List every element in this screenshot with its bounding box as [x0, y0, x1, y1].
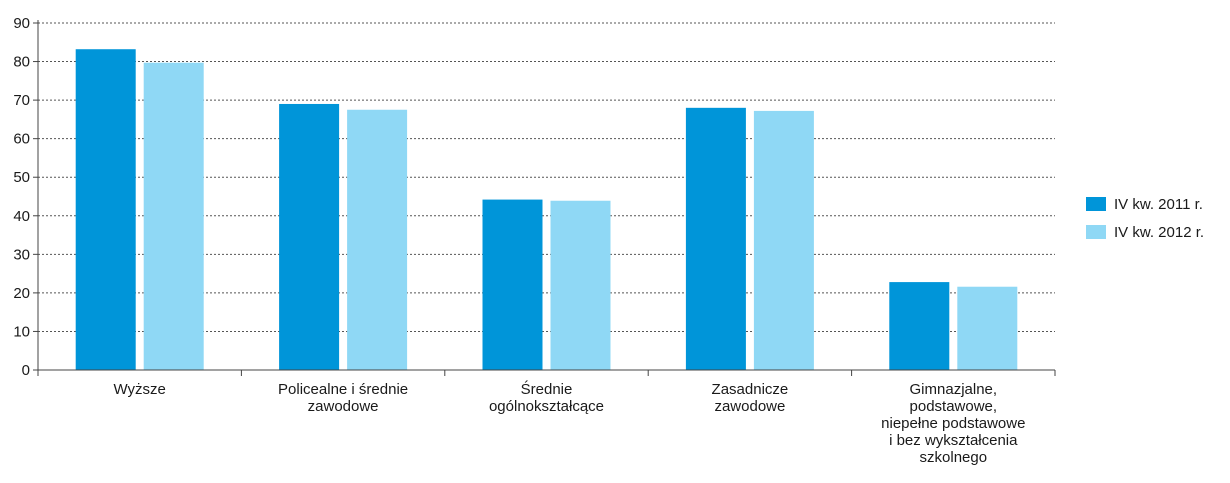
x-tick-label-line: zawodowe — [714, 398, 785, 415]
legend: IV kw. 2011 r. IV kw. 2012 r. — [1086, 194, 1204, 250]
legend-label-2011: IV kw. 2011 r. — [1114, 195, 1203, 213]
y-tick-label-40: 40 — [13, 208, 30, 225]
bar-0-series-1 — [143, 62, 204, 371]
x-tick-label-line: szkolnego — [920, 449, 988, 466]
legend-item-2011: IV kw. 2011 r. — [1086, 194, 1204, 214]
x-tick-label-0: Wyższe — [114, 381, 166, 398]
x-tick-label-line: ogólnokształcące — [489, 398, 604, 415]
legend-swatch-2012 — [1086, 225, 1106, 239]
y-tick-label-30: 30 — [13, 246, 30, 263]
bar-4-series-1 — [957, 286, 1018, 370]
y-tick-label-50: 50 — [13, 169, 30, 186]
x-axis: Wyższe Policealne i średnie zawodoweŚredni… — [37, 369, 1056, 466]
legend-swatch-2011 — [1086, 197, 1106, 211]
bar-3-series-1 — [753, 110, 814, 370]
y-axis: 0 10 20 30 40 50 60 70 80 90 — [13, 15, 39, 379]
x-tick-label-line: zawodowe — [308, 398, 379, 415]
gridlines — [38, 22, 1055, 332]
x-tick-label-line: podstawowe, — [910, 398, 998, 415]
bar-1-series-0 — [279, 103, 340, 370]
bar-2-series-1 — [550, 200, 611, 370]
x-tick-label-2: Średnie ogólnokształcące — [489, 380, 604, 415]
x-tick-label-1: Policealne i średnie zawodowe — [278, 381, 408, 415]
x-tick-label-line: niepełne podstawowe — [881, 415, 1025, 432]
bar-0-series-0 — [75, 49, 136, 371]
y-tick-label-10: 10 — [13, 323, 30, 340]
bars — [75, 49, 1018, 371]
x-tick-label-line: Zasadnicze — [712, 381, 789, 398]
bar-2-series-0 — [482, 199, 543, 370]
bar-1-series-1 — [347, 109, 408, 370]
y-tick-label-70: 70 — [13, 92, 30, 109]
legend-item-2012: IV kw. 2012 r. — [1086, 222, 1204, 242]
y-tick-label-60: 60 — [13, 131, 30, 148]
y-tick-label-0: 0 — [22, 362, 30, 379]
legend-label-2012: IV kw. 2012 r. — [1114, 223, 1205, 241]
x-tick-label-line: Policealne i średnie — [278, 381, 408, 398]
y-tick-label-20: 20 — [13, 285, 30, 302]
x-tick-label-4: Gimnazjalne, podstawowe, niepełne podstawo… — [881, 381, 1025, 466]
x-tick-label-line: Gimnazjalne, — [910, 381, 998, 398]
bar-3-series-0 — [685, 107, 746, 371]
x-tick-label-3: Zasadnicze zawodowe — [712, 381, 789, 415]
y-tick-label-80: 80 — [13, 54, 30, 71]
y-tick-label-90: 90 — [13, 15, 30, 32]
x-tick-label-line: i bez wykształcenia — [889, 432, 1018, 449]
bar-4-series-0 — [889, 282, 950, 370]
x-tick-label-line: Wyższe — [114, 381, 166, 398]
x-tick-label-line: Średnie — [521, 380, 573, 398]
bar-chart: 0 10 20 30 40 50 60 70 80 90 Wyższe Policealne i ś… — [13, 15, 1056, 466]
